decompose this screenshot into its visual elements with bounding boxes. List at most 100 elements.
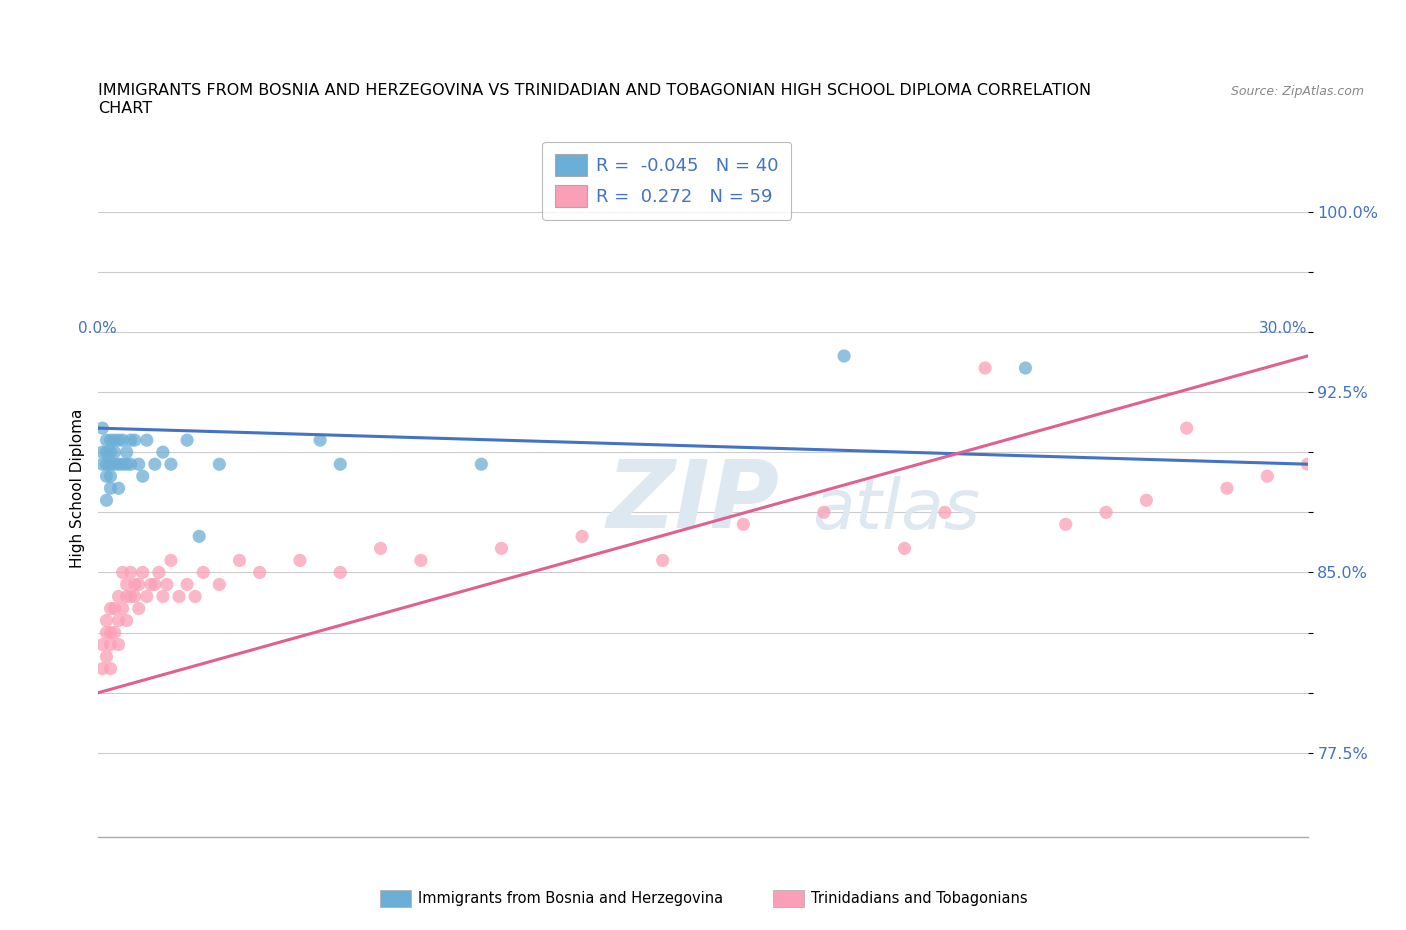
Point xyxy=(832,349,855,364)
Point xyxy=(160,553,183,568)
Point xyxy=(100,637,122,652)
Point xyxy=(208,577,231,591)
Point xyxy=(128,577,150,591)
Point xyxy=(103,445,125,459)
Point xyxy=(100,601,122,616)
Point xyxy=(96,613,118,628)
Point xyxy=(103,457,125,472)
Text: IMMIGRANTS FROM BOSNIA AND HERZEGOVINA VS TRINIDADIAN AND TOBAGONIAN HIGH SCHOOL: IMMIGRANTS FROM BOSNIA AND HERZEGOVINA V… xyxy=(98,83,1091,98)
Point xyxy=(107,613,129,628)
Point xyxy=(107,457,129,472)
Point xyxy=(120,589,142,604)
Point xyxy=(103,625,125,640)
Point xyxy=(491,541,513,556)
Point xyxy=(115,613,138,628)
Point xyxy=(103,432,125,447)
Point xyxy=(1014,361,1036,376)
Point xyxy=(107,589,129,604)
Point xyxy=(470,457,492,472)
Point xyxy=(571,529,593,544)
Point xyxy=(188,529,211,544)
Point xyxy=(115,577,138,591)
Point xyxy=(91,637,114,652)
Point xyxy=(111,432,134,447)
Point xyxy=(893,541,915,556)
Point xyxy=(651,553,673,568)
Point xyxy=(1216,481,1239,496)
Point xyxy=(100,625,122,640)
Point xyxy=(124,432,146,447)
Point xyxy=(120,457,142,472)
Point xyxy=(115,445,138,459)
Point xyxy=(228,553,250,568)
Point xyxy=(100,481,122,496)
Point xyxy=(160,457,183,472)
Text: 30.0%: 30.0% xyxy=(1260,321,1308,336)
Point xyxy=(100,445,122,459)
Text: Trinidadians and Tobagonians: Trinidadians and Tobagonians xyxy=(811,891,1028,906)
Point xyxy=(143,457,166,472)
Point xyxy=(100,457,122,472)
Point xyxy=(115,457,138,472)
Point xyxy=(91,445,114,459)
Point xyxy=(1175,420,1198,435)
Point xyxy=(128,601,150,616)
Point xyxy=(120,565,142,580)
Point xyxy=(167,589,190,604)
Point xyxy=(249,565,271,580)
Text: 0.0%: 0.0% xyxy=(79,321,117,336)
Point xyxy=(96,445,118,459)
Point xyxy=(176,432,198,447)
Point xyxy=(128,457,150,472)
Point xyxy=(193,565,215,580)
Point xyxy=(184,589,207,604)
Point xyxy=(135,432,157,447)
Legend: R =  -0.045   N = 40, R =  0.272   N = 59: R = -0.045 N = 40, R = 0.272 N = 59 xyxy=(543,141,792,219)
Point xyxy=(91,661,114,676)
Point xyxy=(1296,457,1319,472)
Point xyxy=(96,457,118,472)
Point xyxy=(111,565,134,580)
Point xyxy=(91,420,114,435)
Point xyxy=(370,541,392,556)
Y-axis label: High School Diploma: High School Diploma xyxy=(69,408,84,568)
Point xyxy=(91,457,114,472)
Text: Immigrants from Bosnia and Herzegovina: Immigrants from Bosnia and Herzegovina xyxy=(418,891,723,906)
Point xyxy=(733,517,755,532)
Point xyxy=(148,565,170,580)
Point xyxy=(1135,493,1157,508)
Point xyxy=(96,432,118,447)
Point xyxy=(111,457,134,472)
Point xyxy=(143,577,166,591)
Point xyxy=(96,625,118,640)
Point xyxy=(96,469,118,484)
Point xyxy=(120,432,142,447)
Point xyxy=(100,661,122,676)
Point xyxy=(974,361,997,376)
Point xyxy=(288,553,311,568)
Point xyxy=(107,432,129,447)
Point xyxy=(100,469,122,484)
Point xyxy=(124,589,146,604)
Point xyxy=(124,577,146,591)
Point xyxy=(208,457,231,472)
Point xyxy=(813,505,835,520)
Point xyxy=(1256,469,1278,484)
Text: CHART: CHART xyxy=(98,101,152,116)
Point xyxy=(107,637,129,652)
Point xyxy=(100,432,122,447)
Point xyxy=(152,589,174,604)
Point xyxy=(329,457,352,472)
Point xyxy=(96,493,118,508)
Text: Source: ZipAtlas.com: Source: ZipAtlas.com xyxy=(1230,85,1364,98)
Text: ZIP: ZIP xyxy=(606,457,779,548)
Point xyxy=(139,577,162,591)
Point xyxy=(115,589,138,604)
Point xyxy=(156,577,179,591)
Point xyxy=(1095,505,1118,520)
Point xyxy=(329,565,352,580)
Point xyxy=(132,469,155,484)
Point xyxy=(176,577,198,591)
Point xyxy=(96,649,118,664)
Point xyxy=(409,553,432,568)
